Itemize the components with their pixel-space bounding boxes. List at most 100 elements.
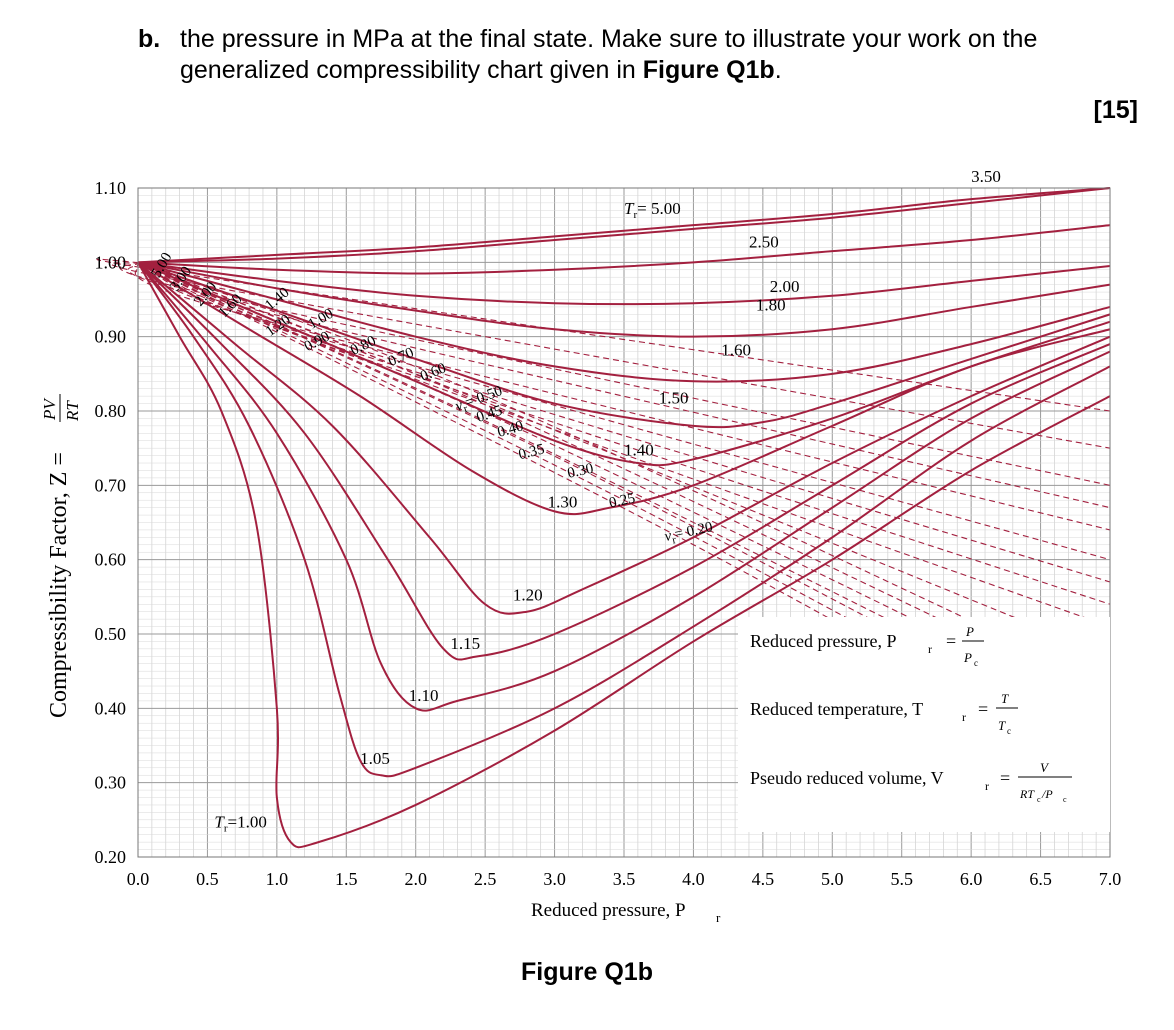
label-tr-1-15: 1.15 bbox=[450, 634, 480, 653]
label-vr-0-25-text: 0.25 bbox=[608, 490, 637, 511]
label-value: = 0.20 bbox=[673, 519, 714, 543]
curve-labels: Tr= 5.003.502.502.001.801.601.501.401.30… bbox=[148, 167, 1000, 834]
label-vr-0-35-text: 0.35 bbox=[517, 441, 546, 463]
y-axis-title-group: Compressibility Factor, Z = PV RT bbox=[40, 394, 82, 718]
label-vr-0-3: 0.30 bbox=[566, 461, 595, 482]
label-tr-1-3: 1.30 bbox=[548, 493, 578, 512]
label-vr-1-2-text: 1.20 bbox=[263, 312, 294, 340]
y-tick-label: 0.50 bbox=[95, 624, 127, 644]
label-vr-1-4-text: 1.40 bbox=[262, 285, 292, 314]
x-tick-label: 0.5 bbox=[196, 869, 219, 889]
pseudo-volume-line bbox=[137, 261, 1111, 657]
legend-reduced-temperature: Reduced temperature, T bbox=[750, 699, 923, 719]
label-tr-5-text: Tr= 5.00 bbox=[624, 199, 681, 221]
label-vr-0-45-text: 0.45 bbox=[474, 403, 504, 426]
isotherm-curve bbox=[137, 261, 1111, 429]
label-vr-1-6-text: 1.60 bbox=[216, 291, 246, 321]
isotherm-curve bbox=[137, 224, 1111, 275]
x-tick-label: 7.0 bbox=[1099, 869, 1122, 889]
isotherm-curve bbox=[137, 261, 1111, 615]
label-vr-0-9-text: 0.90 bbox=[302, 329, 333, 355]
question-text-end: . bbox=[774, 56, 782, 84]
label-tr-1-6: 1.60 bbox=[721, 340, 751, 359]
legend-sub-3: r bbox=[985, 779, 989, 793]
x-axis-title: Reduced pressure, P bbox=[531, 900, 686, 921]
label-prefix: T bbox=[624, 199, 635, 218]
legend-box: Reduced pressure, P r = P P c Reduced te… bbox=[738, 617, 1110, 832]
x-tick-label: 6.5 bbox=[1029, 869, 1052, 889]
label-tr-1-1: 1.10 bbox=[409, 686, 439, 705]
label-tr-1-1-text: 1.10 bbox=[409, 686, 439, 705]
label-tr-1-text: Tr=1.00 bbox=[214, 812, 266, 834]
legend-den-3-sub2: c bbox=[1063, 795, 1067, 804]
x-tick-label: 1.0 bbox=[266, 869, 289, 889]
legend-sub-2: r bbox=[962, 710, 966, 724]
y-tick-label: 0.40 bbox=[95, 698, 127, 718]
pseudo-volume-line bbox=[137, 261, 1111, 702]
pseudo-volume-line bbox=[137, 261, 1111, 605]
legend-num-2: T bbox=[1001, 691, 1009, 706]
label-vr-0-25: 0.25 bbox=[608, 490, 637, 511]
x-tick-label: 3.0 bbox=[543, 869, 566, 889]
label-tr-1-8: 1.80 bbox=[756, 296, 786, 315]
marks-label: [15] bbox=[1093, 96, 1138, 124]
label-tr-2-5: 2.50 bbox=[749, 232, 779, 251]
label-tr-3-5-text: 3.50 bbox=[971, 167, 1001, 186]
label-tr-1-05-text: 1.05 bbox=[360, 749, 390, 768]
label-vr-0-9: 0.90 bbox=[302, 329, 333, 355]
x-axis-title-sub: r bbox=[716, 910, 721, 925]
legend-den-2: T bbox=[998, 718, 1006, 733]
label-sub: r bbox=[462, 403, 470, 416]
isotherm-curve bbox=[137, 261, 1111, 712]
label-tr-1-3-text: 1.30 bbox=[548, 493, 578, 512]
label-vr-0-3-text: 0.30 bbox=[566, 461, 595, 482]
label-tr-1-5: 1.50 bbox=[659, 389, 689, 408]
label-tr-2: 2.00 bbox=[770, 277, 800, 296]
y-axis-title: Compressibility Factor, Z = bbox=[46, 452, 72, 718]
label-tr-1-5-text: 1.50 bbox=[659, 389, 689, 408]
label-sub: r bbox=[224, 822, 228, 834]
x-tick-label: 2.0 bbox=[404, 869, 427, 889]
label-tr-1-6-text: 1.60 bbox=[721, 340, 751, 359]
isotherm-curves bbox=[137, 187, 1111, 849]
question-text-main: the pressure in MPa at the final state. … bbox=[180, 25, 1038, 84]
isotherm-curve bbox=[137, 261, 1111, 778]
label-vr-1-2: 1.20 bbox=[263, 312, 294, 340]
label-vr-1-4: 1.40 bbox=[262, 285, 292, 314]
label-vr-1-6: 1.60 bbox=[216, 291, 246, 321]
legend-den-3-tail: /P bbox=[1041, 787, 1053, 801]
y-axis-frac-num: PV bbox=[40, 397, 59, 421]
label-vr-0-4: 0.40 bbox=[496, 418, 526, 441]
label-vr-1: 1.00 bbox=[306, 306, 337, 333]
legend-den-2-sub: c bbox=[1007, 726, 1011, 736]
label-tr-1-2-text: 1.20 bbox=[513, 586, 543, 605]
legend-sub: r bbox=[928, 642, 932, 656]
label-tr-1-05: 1.05 bbox=[360, 749, 390, 768]
axis-ticks: 0.0 0.5 1.0 1.5 2.0 2.5 3.0 3.5 4.0 4.5 5.0 5.5 6.0 6… bbox=[95, 178, 1122, 889]
label-tr-1-2: 1.20 bbox=[513, 586, 543, 605]
isotherm-curve bbox=[137, 187, 1111, 264]
y-tick-label: 1.10 bbox=[95, 178, 127, 198]
label-value: = 5.00 bbox=[637, 199, 681, 218]
x-tick-label: 1.5 bbox=[335, 869, 358, 889]
legend-background bbox=[738, 617, 1110, 832]
y-tick-label: 0.90 bbox=[95, 327, 127, 347]
legend-den-1: P bbox=[963, 650, 972, 665]
legend-den-1-sub: c bbox=[974, 658, 978, 668]
y-tick-label: 0.60 bbox=[95, 550, 127, 570]
isotherm-curve bbox=[137, 187, 1111, 264]
x-tick-label: 4.5 bbox=[752, 869, 775, 889]
label-vr-0-45: 0.45 bbox=[474, 403, 504, 426]
y-axis-frac-den: RT bbox=[63, 400, 82, 422]
label-prefix: v bbox=[663, 528, 673, 545]
question-label: b. bbox=[138, 25, 161, 53]
isotherm-curve bbox=[137, 261, 1111, 383]
legend-den-3: RT bbox=[1019, 787, 1035, 801]
pseudo-volume-line bbox=[137, 261, 1111, 583]
legend-equals-2: = bbox=[978, 699, 988, 719]
x-tick-label: 6.0 bbox=[960, 869, 983, 889]
legend-den-3-sub: c bbox=[1037, 795, 1041, 804]
pseudo-volume-line bbox=[134, 261, 1111, 531]
figure-caption: Figure Q1b bbox=[521, 958, 653, 986]
